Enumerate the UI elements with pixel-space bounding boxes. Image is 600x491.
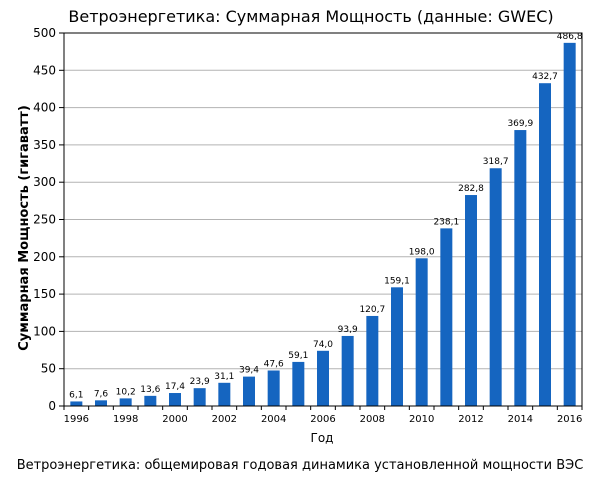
x-axis-label: Год xyxy=(311,431,334,445)
y-tick-label: 500 xyxy=(33,26,56,40)
y-tick-label: 400 xyxy=(33,101,56,115)
data-label: 282,8 xyxy=(458,184,484,194)
data-label: 120,7 xyxy=(359,305,385,315)
y-tick-label: 50 xyxy=(41,362,56,376)
wind-capacity-chart: Ветроэнергетика: Суммарная Мощность (дан… xyxy=(17,7,583,445)
x-tick-label: 2000 xyxy=(162,414,187,425)
bar xyxy=(243,376,255,406)
x-tick-label: 2004 xyxy=(261,414,286,425)
y-tick-label: 300 xyxy=(33,175,56,189)
bar xyxy=(563,42,576,406)
bar xyxy=(366,315,379,406)
bar xyxy=(218,382,231,406)
data-label: 31,1 xyxy=(214,372,234,382)
figure-caption: Ветроэнергетика: общемировая годовая дин… xyxy=(16,458,584,473)
y-tick-label: 450 xyxy=(33,63,56,77)
x-tick-label: 2016 xyxy=(557,414,582,425)
y-tick-label: 350 xyxy=(33,138,56,152)
bar xyxy=(489,168,502,406)
data-label: 17,4 xyxy=(165,382,185,392)
x-tick-label: 2002 xyxy=(212,414,237,425)
data-label: 159,1 xyxy=(384,276,410,286)
bar xyxy=(70,401,83,406)
bar xyxy=(119,398,132,406)
data-label: 369,9 xyxy=(507,119,533,129)
bar xyxy=(440,228,453,406)
x-tick-label: 2014 xyxy=(508,414,533,425)
data-label: 10,2 xyxy=(116,387,136,397)
y-tick-label: 150 xyxy=(33,287,56,301)
data-label: 486,8 xyxy=(557,32,583,42)
bar xyxy=(415,258,428,406)
x-tick-label: 2012 xyxy=(458,414,483,425)
data-label: 23,9 xyxy=(190,377,210,387)
plot-frame xyxy=(63,32,583,407)
y-tick-label: 0 xyxy=(48,399,56,413)
bar xyxy=(169,393,181,406)
x-tick-label: 2010 xyxy=(409,414,434,425)
bar xyxy=(317,350,329,406)
data-label: 74,0 xyxy=(313,340,333,350)
data-label: 318,7 xyxy=(483,157,509,167)
data-label: 13,6 xyxy=(140,385,160,395)
x-tick-label: 2006 xyxy=(310,414,335,425)
y-tick-label: 100 xyxy=(33,324,56,338)
x-tick-label: 1998 xyxy=(113,414,138,425)
x-tick-label: 2008 xyxy=(360,414,385,425)
bar xyxy=(465,195,477,406)
data-label: 432,7 xyxy=(532,72,558,82)
data-label: 6,1 xyxy=(69,390,83,400)
bar xyxy=(193,388,206,406)
bar xyxy=(95,400,107,406)
bar xyxy=(341,335,354,406)
data-label: 39,4 xyxy=(239,366,259,376)
data-label: 198,0 xyxy=(409,247,435,257)
bar xyxy=(514,130,527,406)
x-tick-label: 1996 xyxy=(64,414,89,425)
bar xyxy=(292,361,305,406)
data-label: 7,6 xyxy=(94,389,109,399)
bar xyxy=(267,370,280,406)
data-label: 238,1 xyxy=(433,217,459,227)
data-label: 47,6 xyxy=(264,359,284,369)
chart-title: Ветроэнергетика: Суммарная Мощность (дан… xyxy=(68,7,553,26)
data-label: 59,1 xyxy=(288,351,308,361)
y-tick-label: 250 xyxy=(33,213,56,227)
y-tick-label: 200 xyxy=(33,250,56,264)
bar xyxy=(391,287,403,406)
bar xyxy=(539,83,551,406)
data-label: 93,9 xyxy=(338,325,358,335)
bar xyxy=(144,395,157,406)
y-axis-label: Суммарная Мощность (гигаватт) xyxy=(17,105,32,351)
